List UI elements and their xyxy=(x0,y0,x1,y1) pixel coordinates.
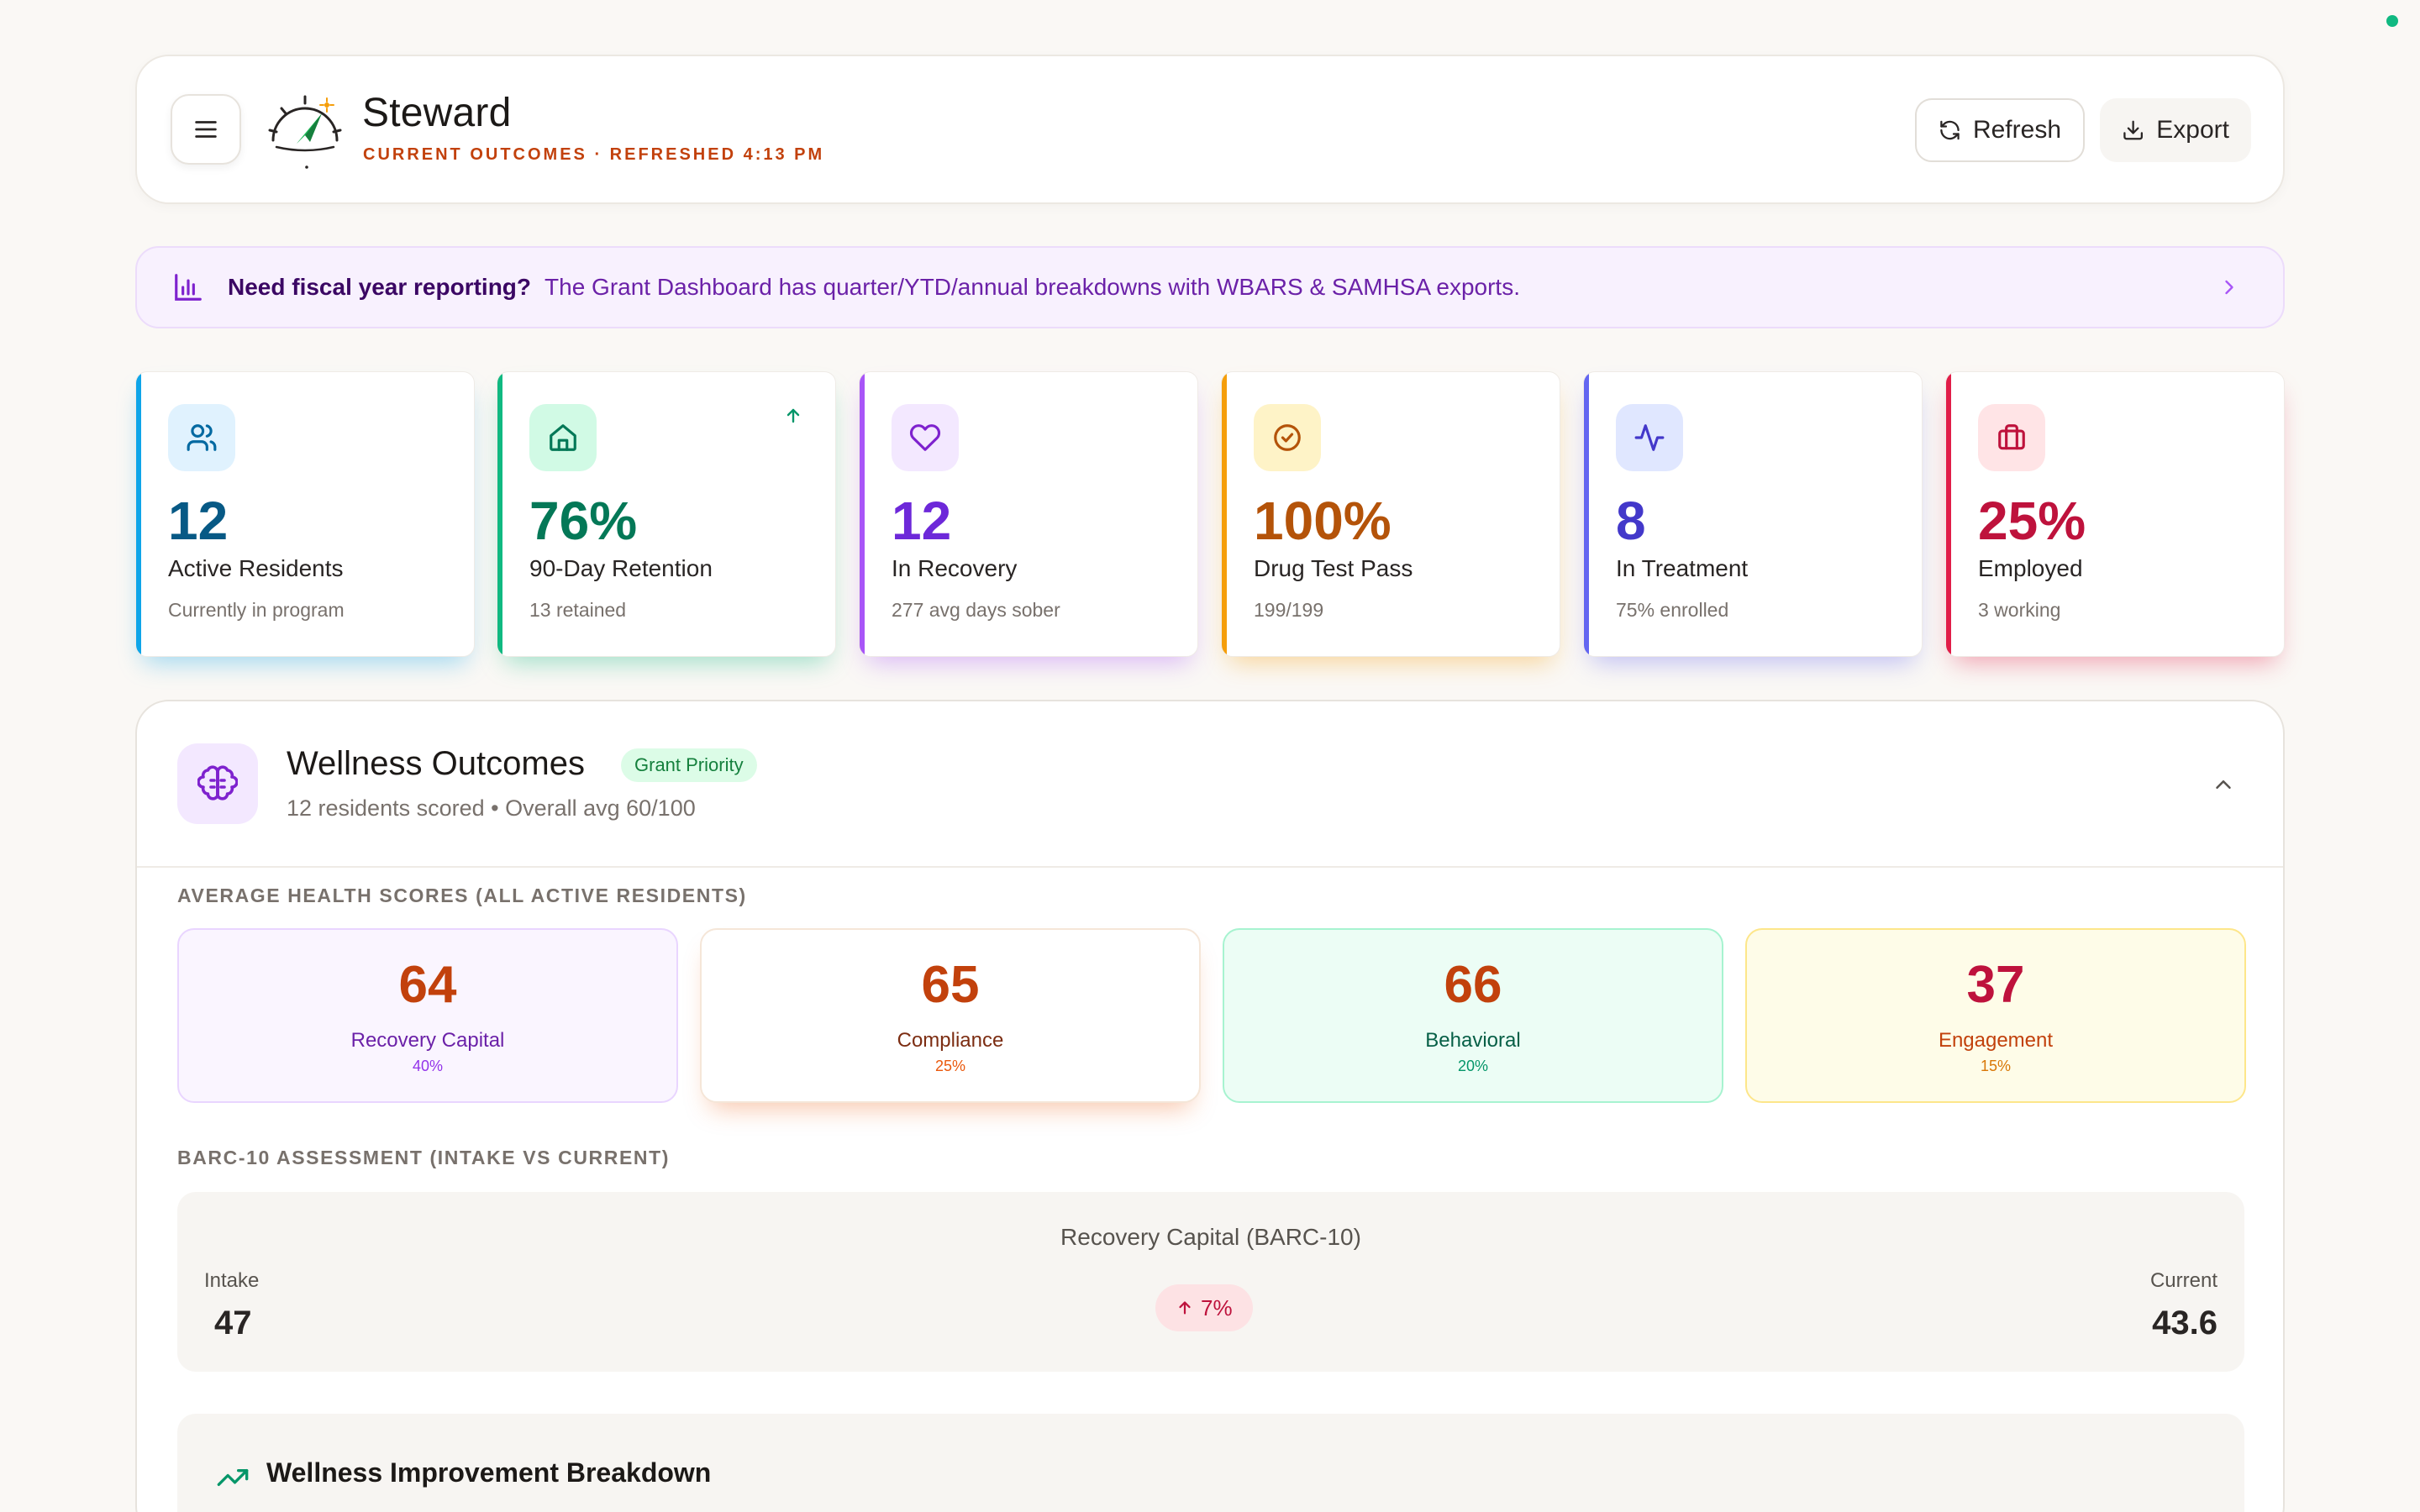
stat-accent xyxy=(136,372,141,656)
stat-icon-box xyxy=(168,404,235,471)
stat-card-drug-test[interactable]: 100% Drug Test Pass 199/199 xyxy=(1221,371,1560,657)
app-title: Steward xyxy=(362,91,512,135)
stat-value: 25% xyxy=(1978,491,2086,551)
stat-sub: 199/199 xyxy=(1254,599,1324,621)
stat-card-in-treatment[interactable]: 8 In Treatment 75% enrolled xyxy=(1583,371,1923,657)
stat-value: 100% xyxy=(1254,491,1392,551)
score-value: 64 xyxy=(398,956,457,1014)
intake-label: Intake xyxy=(204,1269,260,1292)
stat-accent xyxy=(860,372,865,656)
stat-label: Drug Test Pass xyxy=(1254,555,1413,581)
compass-logo-icon xyxy=(268,95,342,169)
score-weight: 20% xyxy=(1457,1058,1489,1074)
chevron-up-icon[interactable] xyxy=(2211,772,2236,797)
hamburger-icon xyxy=(195,121,217,138)
stat-sub: Currently in program xyxy=(168,599,345,621)
score-label: Compliance xyxy=(897,1029,1004,1052)
stat-card-employed[interactable]: 25% Employed 3 working xyxy=(1945,371,2285,657)
stat-accent xyxy=(1584,372,1589,656)
stat-label: Employed xyxy=(1978,555,2083,581)
barc-label: BARC-10 ASSESSMENT (INTAKE VS CURRENT) xyxy=(177,1147,671,1168)
stat-card-active-residents[interactable]: 12 Active Residents Currently in program xyxy=(135,371,475,657)
score-card-compliance: 65 Compliance 25% xyxy=(700,928,1201,1103)
stat-label: In Treatment xyxy=(1616,555,1749,581)
barc-change-value: 7% xyxy=(1201,1294,1233,1320)
trending-up-icon xyxy=(217,1469,249,1486)
stat-sub: 75% enrolled xyxy=(1616,599,1729,621)
score-label: Recovery Capital xyxy=(350,1029,505,1052)
current-value: 43.6 xyxy=(2152,1305,2217,1341)
refresh-icon xyxy=(1940,120,1960,140)
score-weight: 40% xyxy=(412,1058,444,1074)
score-card-behavioral: 66 Behavioral 20% xyxy=(1223,928,1723,1103)
arrow-up-icon xyxy=(786,408,800,423)
export-button[interactable]: Export xyxy=(2100,98,2251,162)
current-label: Current xyxy=(2149,1269,2217,1292)
briefcase-icon xyxy=(1998,424,2025,450)
bar-chart-icon xyxy=(175,274,202,301)
brain-icon xyxy=(197,765,238,801)
score-label: Engagement xyxy=(1938,1029,2054,1052)
download-icon xyxy=(2123,120,2144,140)
banner-heading: Need fiscal year reporting? xyxy=(228,274,532,300)
stat-accent xyxy=(1946,372,1951,656)
stat-icon-box xyxy=(1254,404,1321,471)
wellness-title: Wellness Outcomes xyxy=(287,745,585,782)
status-indicator xyxy=(2386,15,2398,27)
stat-label: In Recovery xyxy=(892,555,1018,581)
wellness-subtitle: 12 residents scored • Overall avg 60/100 xyxy=(287,795,696,821)
health-scores-label: AVERAGE HEALTH SCORES (ALL ACTIVE RESIDE… xyxy=(177,885,747,906)
stat-card-retention[interactable]: 76% 90-Day Retention 13 retained xyxy=(497,371,836,657)
stat-accent xyxy=(1222,372,1227,656)
stat-sub: 3 working xyxy=(1978,599,2061,621)
stat-accent xyxy=(497,372,502,656)
wellness-breakdown: Wellness Improvement Breakdown xyxy=(177,1414,2244,1512)
barc-comparison: Recovery Capital (BARC-10) Intake 47 7% … xyxy=(177,1192,2244,1372)
score-value: 66 xyxy=(1444,956,1502,1014)
stat-icon-box xyxy=(1616,404,1683,471)
score-weight: 25% xyxy=(934,1058,966,1074)
chevron-right-icon xyxy=(2225,280,2233,295)
score-card-recovery-capital: 64 Recovery Capital 40% xyxy=(177,928,678,1103)
refresh-button[interactable]: Refresh xyxy=(1915,98,2085,162)
stat-value: 12 xyxy=(168,491,229,551)
stat-card-in-recovery[interactable]: 12 In Recovery 277 avg days sober xyxy=(859,371,1198,657)
wellness-outcomes-panel: Wellness Outcomes Grant Priority 12 resi… xyxy=(135,700,2285,1512)
check-circle-icon xyxy=(1274,424,1301,451)
export-label: Export xyxy=(2156,116,2229,144)
app-header: Steward CURRENT OUTCOMES · REFRESHED 4:1… xyxy=(135,55,2285,204)
score-value: 37 xyxy=(1966,956,2025,1014)
stat-value: 76% xyxy=(529,491,638,551)
panel-icon-box xyxy=(177,743,258,824)
wellness-panel-header[interactable]: Wellness Outcomes Grant Priority 12 resi… xyxy=(137,701,2283,868)
stat-value: 12 xyxy=(892,491,952,551)
stat-sub: 13 retained xyxy=(529,599,627,621)
stat-label: Active Residents xyxy=(168,555,344,581)
grant-priority-badge: Grant Priority xyxy=(621,748,757,782)
barc-change-badge: 7% xyxy=(1155,1284,1253,1331)
refresh-status: CURRENT OUTCOMES · REFRESHED 4:13 PM xyxy=(363,145,825,164)
refresh-label: Refresh xyxy=(1972,116,2061,144)
stat-value: 8 xyxy=(1616,491,1646,551)
barc-title: Recovery Capital (BARC-10) xyxy=(1060,1224,1361,1250)
activity-icon xyxy=(1634,424,1665,451)
score-label: Behavioral xyxy=(1425,1029,1521,1052)
grant-dashboard-banner[interactable]: Need fiscal year reporting? The Grant Da… xyxy=(135,246,2285,328)
score-card-engagement: 37 Engagement 15% xyxy=(1745,928,2246,1103)
stat-icon-box xyxy=(892,404,959,471)
heart-icon xyxy=(909,424,941,451)
intake-value: 47 xyxy=(214,1305,252,1341)
home-icon xyxy=(550,424,576,451)
stat-icon-box xyxy=(1978,404,2045,471)
stat-sub: 277 avg days sober xyxy=(892,599,1060,621)
breakdown-title: Wellness Improvement Breakdown xyxy=(266,1457,712,1488)
stat-label: 90-Day Retention xyxy=(529,555,713,581)
arrow-up-icon xyxy=(1179,1301,1191,1315)
menu-button[interactable] xyxy=(171,94,241,165)
score-value: 65 xyxy=(921,956,980,1014)
stat-icon-box xyxy=(529,404,597,471)
users-icon xyxy=(187,424,217,451)
banner-text: The Grant Dashboard has quarter/YTD/annu… xyxy=(544,274,1520,300)
score-weight: 15% xyxy=(1980,1058,2012,1074)
